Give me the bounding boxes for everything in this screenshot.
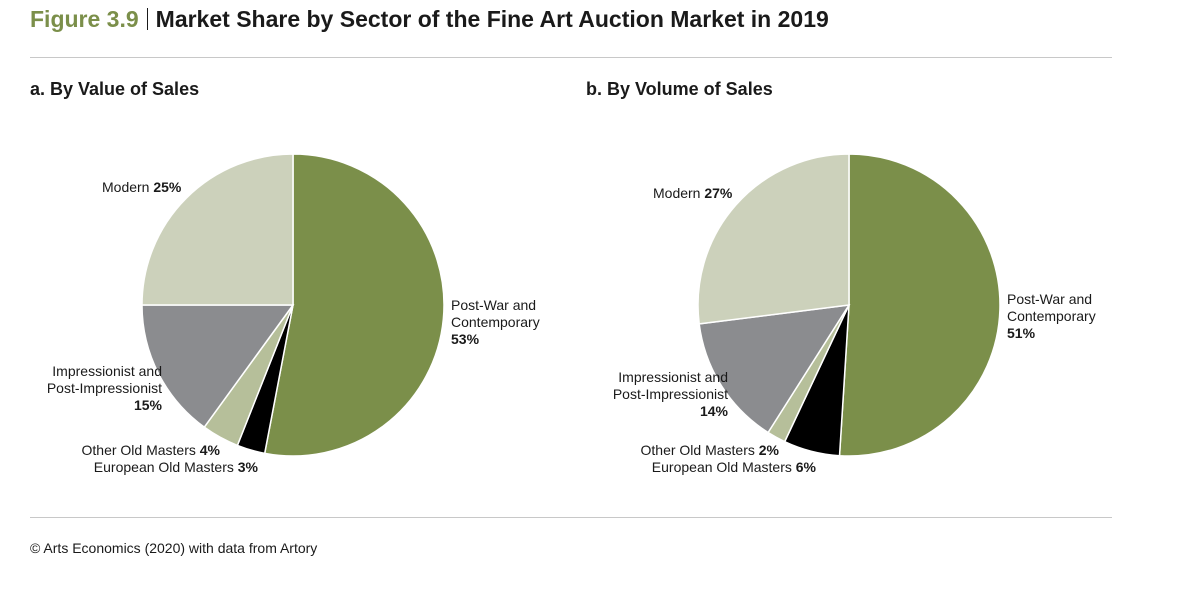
bottom-divider (30, 517, 1112, 518)
chart-a-slice-post-war-contemporary (263, 153, 445, 457)
chart-a-slice-modern (141, 153, 294, 306)
pie-chart-value (141, 153, 445, 457)
figure-title: Market Share by Sector of the Fine Art A… (155, 6, 829, 32)
chart-b-slice-modern (697, 153, 850, 325)
chart-a-title: a. By Value of Sales (30, 79, 200, 99)
chart-a-slice-impressionist-post-impressionist (141, 304, 295, 429)
chart-b-label-other-old-masters: Other Old Masters 2% (640, 442, 780, 458)
chart-a-label-other-old-masters: Other Old Masters 4% (81, 442, 221, 458)
figure-header: Figure 3.9 Market Share by Sector of the … (30, 6, 829, 33)
chart-b-label-european-old-masters: European Old Masters 6% (651, 459, 816, 475)
chart-a-label-modern: Modern 25% (102, 179, 182, 195)
chart-b-slice-post-war-contemporary (838, 153, 1001, 457)
chart-b-label-impressionist: Impressionist and Post-Impressionist 14% (612, 369, 728, 419)
chart-a-label-impressionist: Impressionist and Post-Impressionist 15% (46, 363, 162, 413)
chart-b-label-post-war: Post-War and Contemporary 51% (1007, 291, 1096, 341)
source-note: © Arts Economics (2020) with data from A… (30, 540, 318, 556)
figure-number: Figure 3.9 (30, 6, 139, 32)
pie-chart-volume (697, 153, 1001, 457)
chart-b-label-modern: Modern 27% (653, 185, 733, 201)
title-separator (146, 8, 148, 30)
chart-b-title: b. By Volume of Sales (586, 79, 773, 99)
chart-a-label-european-old-masters: European Old Masters 3% (93, 459, 258, 475)
chart-a-label-post-war: Post-War and Contemporary 53% (451, 297, 540, 347)
top-divider (30, 57, 1112, 58)
chart-b-slice-impressionist-post-impressionist (698, 304, 851, 434)
